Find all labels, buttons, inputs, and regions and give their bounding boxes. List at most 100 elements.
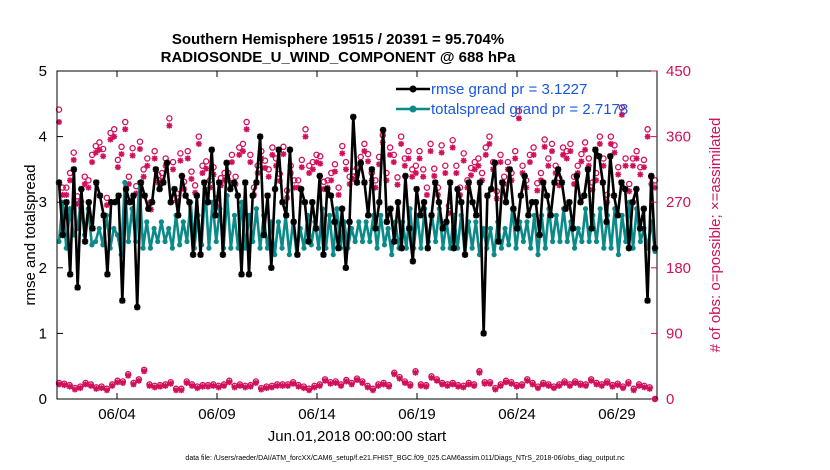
obs-assimilated-marker [438,149,445,156]
obs-possible-marker [530,144,537,151]
obs-assimilated-marker [316,382,323,389]
obs-assimilated-marker [173,387,180,394]
rmse-point [648,172,655,180]
rmse-point [346,218,353,226]
totalspread-point [326,212,333,218]
rmse-point [357,159,364,167]
totalspread-point [528,245,534,251]
rmse-point [581,192,588,199]
rmse-point [510,205,517,212]
totalspread-series [56,179,658,258]
totalspread-point [557,238,563,245]
obs-assimilated-marker [231,384,238,391]
rmse-point [562,205,569,212]
obs-possible-marker [202,158,210,165]
obs-possible-marker [408,166,416,173]
obs-possible-marker [596,133,604,140]
obs-assimilated-marker [620,385,627,392]
totalspread-point [356,219,362,225]
obs-assimilated-marker [497,382,504,389]
obs-possible-marker [55,106,63,113]
obs-possible-marker [169,158,177,166]
obs-assimilated-marker [460,384,467,391]
obs-assimilated-marker [618,111,625,118]
obs-assimilated-marker [67,177,74,184]
obs-assimilated-marker [433,377,440,384]
obs-assimilated-marker [571,180,578,187]
obs-possible-marker [103,194,111,202]
rmse-point [353,179,361,186]
obs-assimilated-marker [166,122,173,129]
obs-assimilated-marker [302,133,309,140]
rmse-point [130,192,137,199]
obs-assimilated-marker [331,168,338,175]
rmse-point [622,185,629,193]
obs-assimilated-marker [133,190,140,197]
obs-possible-marker [405,147,412,155]
totalspread-point [279,245,285,251]
rmse-point [201,179,208,186]
obs-possible-marker [442,162,449,170]
rmse-point [96,192,104,199]
totalspread-point [608,245,614,251]
rmse-point [294,251,301,258]
totalspread-point [433,238,439,245]
totalspread-point [257,245,263,251]
obs-assimilated-marker [471,166,478,173]
obs-assimilated-marker [144,162,151,169]
obs-assimilated-marker [503,379,509,386]
totalspread-point [553,212,559,218]
obs-assimilated-marker [412,369,419,376]
rmse-point [338,205,346,212]
obs-assimilated-marker [515,115,522,122]
obs-assimilated-marker [71,386,78,393]
totalspread-point [169,245,175,251]
obs-possible-marker [397,133,405,140]
rmse-point [85,199,92,206]
rmse-point [391,238,398,245]
obs-assimilated-marker [524,377,531,384]
obs-assimilated-marker [350,175,357,182]
rmse-point [394,199,402,206]
obs-assimilated-marker [465,381,472,388]
obs-assimilated-marker [609,383,616,390]
rmse-point [465,179,472,186]
rmse-point [260,231,268,239]
obs-assimilated-marker [385,383,392,390]
rmse-point [78,185,85,193]
obs-assimilated-marker [552,170,559,177]
rmse-point [59,231,66,239]
rmse-point [256,133,264,140]
rmse-point [409,258,417,265]
obs-possible-marker [316,153,324,160]
obs-assimilated-marker [604,379,611,386]
obs-assimilated-marker [162,382,169,389]
obs-assimilated-marker [390,159,397,166]
obs-assimilated-marker [269,151,276,158]
obs-assimilated-marker [300,385,307,392]
obs-assimilated-marker [545,382,552,389]
obs-possible-marker [92,142,100,150]
totalspread-point [275,219,281,225]
obs-possible-marker [534,179,541,187]
obs-assimilated-marker [140,173,147,180]
rmse-series [55,113,659,337]
obs-assimilated-marker [407,382,414,389]
y-right-tick-label: 270 [666,194,691,211]
obs-assimilated-marker [96,146,103,153]
totalspread-point [180,219,186,225]
totalspread-point [166,225,172,232]
rmse-point [70,166,78,173]
rmse-point [633,185,640,193]
totalspread-point [593,238,600,245]
obs-assimilated-marker [189,382,196,389]
obs-possible-marker [335,184,342,191]
obs-assimilated-marker [593,381,600,388]
obs-assimilated-marker [320,186,327,193]
obs-assimilated-marker [427,148,434,155]
obs-assimilated-marker [428,374,435,381]
totalspread-point [151,225,157,232]
rmse-point [513,225,521,232]
obs-assimilated-marker [252,379,259,386]
obs-assimilated-marker [157,383,164,390]
